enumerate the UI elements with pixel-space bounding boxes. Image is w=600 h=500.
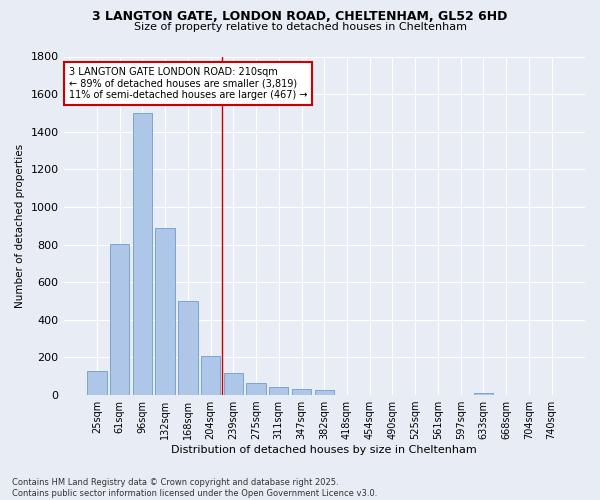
Bar bbox=[269, 386, 289, 395]
Bar bbox=[247, 383, 266, 395]
Text: Size of property relative to detached houses in Cheltenham: Size of property relative to detached ho… bbox=[133, 22, 467, 32]
Bar bbox=[201, 356, 220, 395]
Bar bbox=[474, 393, 493, 395]
Y-axis label: Number of detached properties: Number of detached properties bbox=[15, 144, 25, 308]
Text: 3 LANGTON GATE, LONDON ROAD, CHELTENHAM, GL52 6HD: 3 LANGTON GATE, LONDON ROAD, CHELTENHAM,… bbox=[92, 10, 508, 23]
X-axis label: Distribution of detached houses by size in Cheltenham: Distribution of detached houses by size … bbox=[172, 445, 477, 455]
Text: Contains HM Land Registry data © Crown copyright and database right 2025.
Contai: Contains HM Land Registry data © Crown c… bbox=[12, 478, 377, 498]
Bar bbox=[110, 244, 130, 395]
Bar bbox=[133, 113, 152, 395]
Bar bbox=[155, 228, 175, 395]
Bar bbox=[87, 370, 107, 395]
Text: 3 LANGTON GATE LONDON ROAD: 210sqm
← 89% of detached houses are smaller (3,819)
: 3 LANGTON GATE LONDON ROAD: 210sqm ← 89%… bbox=[69, 66, 307, 100]
Bar bbox=[292, 389, 311, 395]
Bar bbox=[314, 390, 334, 395]
Bar bbox=[224, 374, 243, 395]
Bar bbox=[178, 301, 197, 395]
